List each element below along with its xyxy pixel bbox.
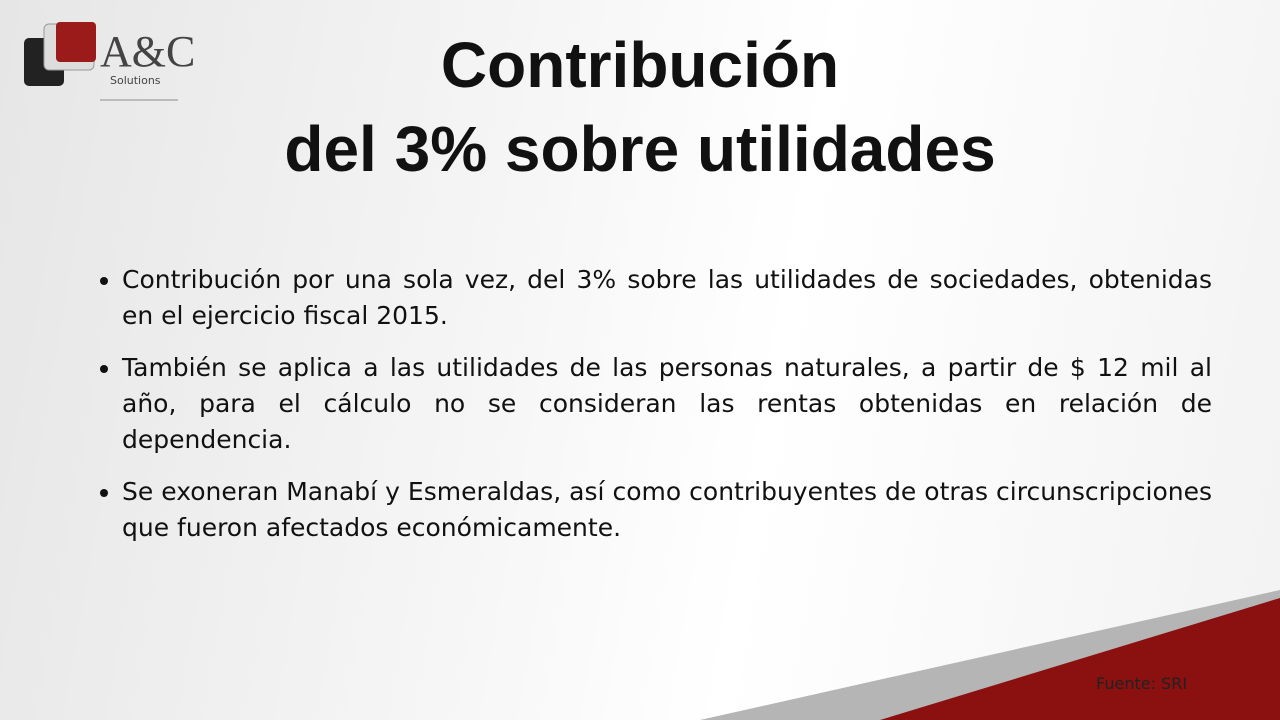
title-line: del 3% sobre utilidades: [284, 113, 996, 185]
source: Fuente: SRI: [1096, 674, 1188, 693]
logo-tagline: Solutions: [110, 74, 161, 87]
bullet-list: Contribución por una sola vez, del 3% so…: [96, 262, 1212, 562]
logo-brand: A&C: [100, 27, 195, 76]
bullet: También se aplica a las utilidades de la…: [122, 350, 1212, 458]
bullet: Contribución por una sola vez, del 3% so…: [122, 262, 1212, 334]
title-line: Contribución: [440, 29, 840, 101]
bullet: Se exoneran Manabí y Esmeraldas, así com…: [122, 474, 1212, 546]
